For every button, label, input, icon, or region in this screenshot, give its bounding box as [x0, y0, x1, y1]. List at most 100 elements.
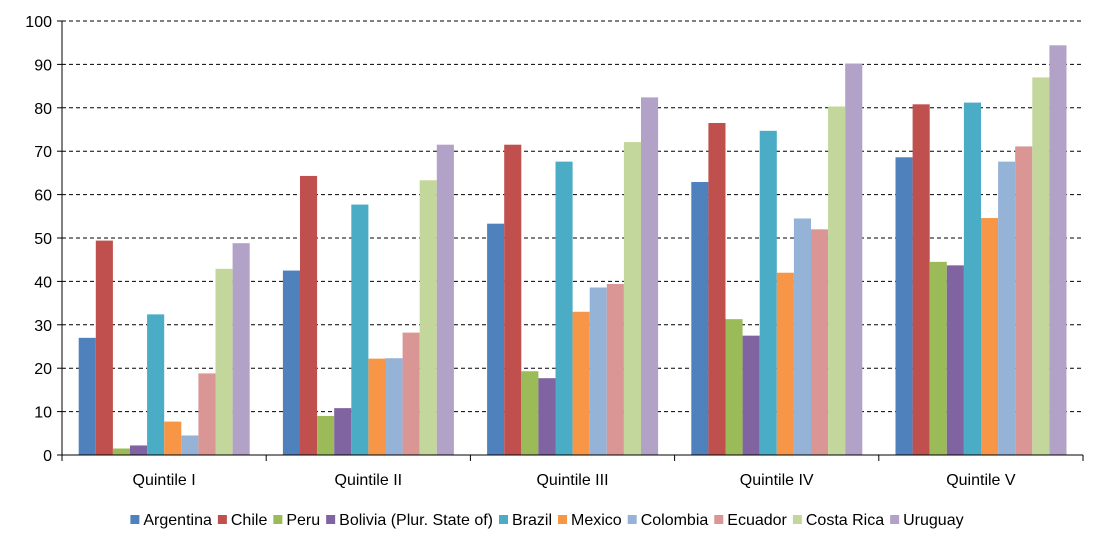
legend-label: Argentina: [143, 512, 212, 529]
y-tick-label: 40: [34, 274, 52, 291]
legend-label: Costa Rica: [806, 512, 884, 529]
legend-swatch: [130, 515, 140, 524]
y-tick-label: 0: [43, 448, 52, 465]
legend: Argentina Chile Peru Bolivia (Plur. State o…: [130, 512, 964, 529]
y-tick-label: 100: [25, 14, 52, 31]
axes: [61, 21, 1084, 461]
bar-peru-5: [929, 261, 947, 455]
legend-item: Ecuador: [714, 512, 788, 529]
bar-peru-1: [112, 448, 130, 455]
legend-swatch: [498, 515, 508, 524]
bar-brazil-5: [963, 102, 981, 455]
bar-ecuador-2: [402, 332, 420, 455]
x-tick-label: Quintile II: [335, 472, 403, 489]
bar-costa-rica-1: [215, 268, 233, 455]
bar-argentina-2: [282, 270, 300, 455]
legend-item: Colombia: [627, 512, 709, 529]
y-tick-label: 70: [34, 144, 52, 161]
legend-label: Uruguay: [903, 512, 963, 529]
bar-bolivia-plur-state-of-4: [742, 335, 760, 455]
bar-argentina-1: [78, 337, 96, 455]
bar-mexico-1: [164, 421, 182, 455]
bar-chile-2: [300, 175, 318, 456]
bar-peru-2: [317, 415, 335, 455]
legend-swatch: [714, 515, 724, 524]
bar-chile-1: [95, 240, 113, 455]
legend-item: Mexico: [558, 512, 622, 529]
bars: [78, 45, 1067, 456]
y-tick-label: 60: [34, 188, 52, 205]
legend-label: Mexico: [571, 512, 622, 529]
legend-item: Bolivia (Plur. State of): [326, 512, 493, 529]
x-axis-labels: Quintile I Quintile II Quintile III Quintil…: [133, 472, 1016, 489]
bar-ecuador-3: [606, 284, 624, 455]
legend-swatch: [326, 515, 336, 524]
bar-argentina-4: [691, 182, 709, 455]
legend-item: Chile: [217, 512, 268, 529]
bar-chile-3: [504, 144, 522, 455]
x-tick-label: Quintile III: [536, 472, 608, 489]
x-tick-label: Quintile I: [133, 472, 196, 489]
bar-uruguay-1: [232, 243, 250, 455]
legend-label: Colombia: [641, 512, 709, 529]
bar-uruguay-5: [1049, 45, 1067, 455]
bar-brazil-2: [351, 204, 369, 455]
legend-swatch: [558, 515, 568, 524]
bar-bolivia-plur-state-of-5: [946, 265, 964, 455]
bar-mexico-3: [572, 311, 590, 455]
bar-colombia-2: [385, 358, 403, 455]
legend-label: Peru: [286, 512, 320, 529]
bar-brazil-1: [147, 314, 165, 455]
legend-item: Uruguay: [890, 512, 964, 529]
bar-bolivia-plur-state-of-1: [130, 445, 148, 455]
y-tick-label: 20: [34, 361, 52, 378]
x-tick-label: Quintile IV: [740, 472, 814, 489]
bar-bolivia-plur-state-of-3: [538, 378, 556, 455]
legend-swatch: [792, 515, 802, 524]
bar-costa-rica-5: [1032, 77, 1050, 456]
bar-chile-4: [708, 122, 726, 456]
bar-costa-rica-4: [828, 106, 846, 456]
bar-bolivia-plur-state-of-2: [334, 408, 352, 455]
legend-label: Brazil: [512, 512, 552, 529]
bar-uruguay-4: [845, 63, 863, 455]
bar-brazil-4: [759, 130, 777, 455]
bar-colombia-4: [793, 218, 811, 455]
bar-peru-4: [725, 319, 743, 455]
y-tick-label: 90: [34, 57, 52, 74]
y-tick-label: 30: [34, 318, 52, 335]
legend-swatch: [890, 515, 900, 524]
bar-mexico-5: [981, 218, 999, 455]
bar-uruguay-3: [641, 97, 659, 455]
bar-colombia-5: [998, 161, 1016, 455]
legend-item: Brazil: [498, 512, 552, 529]
legend-label: Bolivia (Plur. State of): [339, 512, 493, 529]
bar-chile-5: [912, 104, 930, 455]
legend-label: Chile: [231, 512, 268, 529]
legend-item: Peru: [273, 512, 320, 529]
bar-costa-rica-3: [623, 142, 641, 455]
y-axis-ticks: 0 10 20 30 40 50 60 70 80 90 100: [25, 14, 62, 465]
bar-mexico-2: [368, 358, 386, 455]
bar-ecuador-1: [198, 373, 216, 455]
bar-argentina-5: [895, 157, 913, 455]
bar-peru-3: [521, 371, 539, 455]
bar-mexico-4: [776, 272, 794, 455]
x-tick-label: Quintile V: [946, 472, 1016, 489]
y-tick-label: 50: [34, 231, 52, 248]
bar-uruguay-2: [436, 144, 454, 455]
bar-colombia-3: [589, 287, 607, 455]
bar-brazil-3: [555, 161, 573, 455]
legend-item: Argentina: [130, 512, 212, 529]
y-tick-label: 10: [34, 405, 52, 422]
legend-item: Costa Rica: [792, 512, 884, 529]
legend-label: Ecuador: [727, 512, 787, 529]
y-tick-label: 80: [34, 101, 52, 118]
bar-ecuador-5: [1015, 146, 1033, 455]
bar-costa-rica-2: [419, 180, 437, 455]
bar-ecuador-4: [811, 229, 829, 455]
bar-argentina-3: [487, 223, 505, 455]
legend-swatch: [217, 515, 227, 524]
legend-swatch: [273, 515, 283, 524]
